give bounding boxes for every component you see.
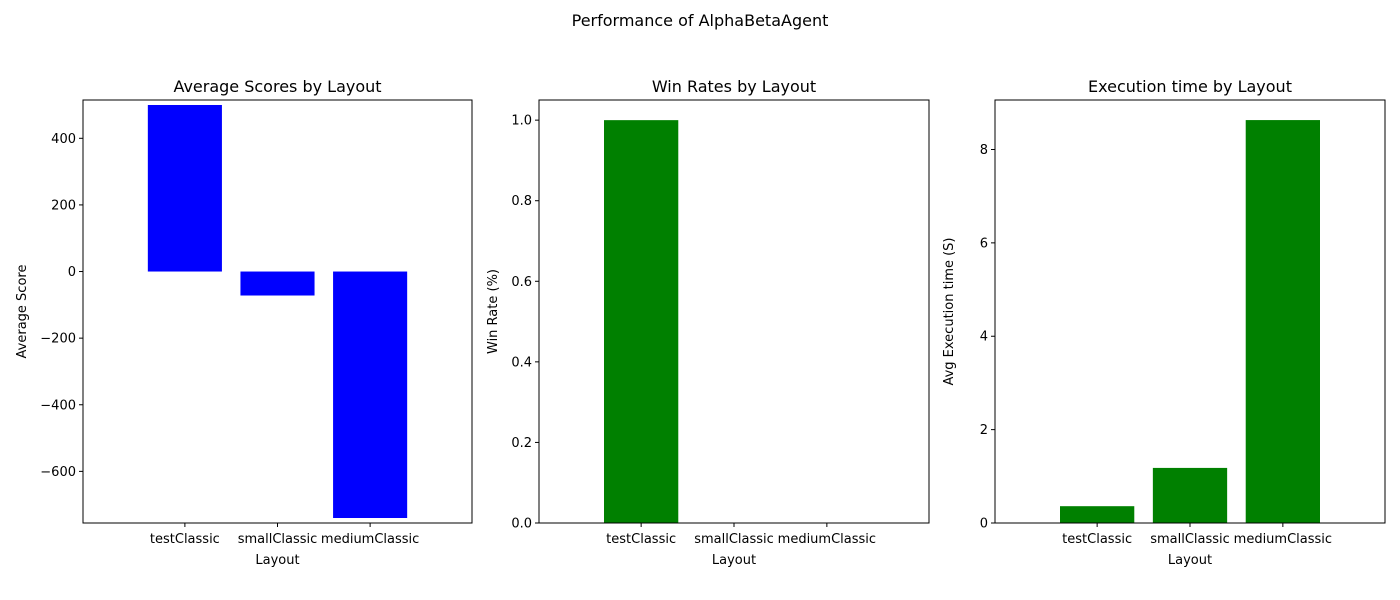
y-axis-label: Avg Execution time (S) — [942, 237, 957, 385]
axes-frame — [538, 99, 930, 524]
y-axis-label: Average Score — [15, 265, 30, 359]
chart-title-average-scores: Average Scores by Layout — [173, 77, 381, 96]
x-tick-label: smallClassic — [1150, 532, 1230, 547]
y-tick-label: 0.8 — [511, 194, 532, 209]
chart-title-execution-time: Execution time by Layout — [1088, 77, 1292, 96]
axes-frame — [994, 99, 1386, 524]
x-tick-label: mediumClassic — [1234, 532, 1332, 547]
y-tick-label: 1.0 — [511, 114, 532, 129]
panel-average-scores: testClassic smallClassic mediumClassic −600… — [15, 77, 473, 568]
x-axis-label: Layout — [712, 553, 756, 568]
x-tick-label: smallClassic — [694, 532, 774, 547]
chart-title-win-rates: Win Rates by Layout — [652, 77, 816, 96]
x-tick-label: testClassic — [150, 532, 220, 547]
bar-testClassic — [604, 120, 679, 524]
y-axis-label: Win Rate (%) — [486, 269, 501, 354]
x-tick-label: mediumClassic — [778, 532, 876, 547]
y-tick-label: 0.0 — [511, 517, 532, 532]
figure-suptitle: Performance of AlphaBetaAgent — [572, 11, 829, 30]
y-tick-label: 0 — [68, 265, 76, 280]
x-axis-label: Layout — [255, 553, 299, 568]
bar-smallClassic — [1152, 467, 1228, 523]
x-axis-label: Layout — [1168, 553, 1212, 568]
bar-testClassic — [147, 104, 222, 272]
bar-mediumClassic — [333, 271, 408, 519]
x-tick-label: smallClassic — [238, 532, 318, 547]
y-tick-label: −400 — [40, 398, 76, 413]
bar-testClassic — [1060, 506, 1135, 523]
y-tick-label: 6 — [980, 236, 988, 251]
y-tick-label: 0.2 — [511, 436, 532, 451]
y-tick-label: 0.4 — [511, 355, 532, 370]
y-tick-label: 0.6 — [511, 275, 532, 290]
x-tick-label: testClassic — [1062, 532, 1132, 547]
axes-frame — [82, 99, 473, 524]
y-tick-label: 0 — [980, 517, 988, 532]
y-tick-label: 4 — [980, 330, 988, 345]
panel-execution-time: testClassic smallClassic mediumClassic 0 2 4 6… — [942, 77, 1386, 568]
y-tick-label: 2 — [980, 423, 988, 438]
y-tick-label: 8 — [980, 143, 988, 158]
y-tick-label: −200 — [40, 332, 76, 347]
bar-mediumClassic — [1245, 120, 1320, 523]
y-tick-label: 400 — [51, 132, 76, 147]
panel-win-rates: testClassic smallClassic mediumClassic 0.0 0… — [486, 77, 930, 568]
y-tick-label: 200 — [51, 198, 76, 213]
x-tick-label: testClassic — [606, 532, 676, 547]
bar-smallClassic — [240, 271, 315, 296]
x-tick-label: mediumClassic — [321, 532, 419, 547]
y-tick-label: −600 — [40, 465, 76, 480]
